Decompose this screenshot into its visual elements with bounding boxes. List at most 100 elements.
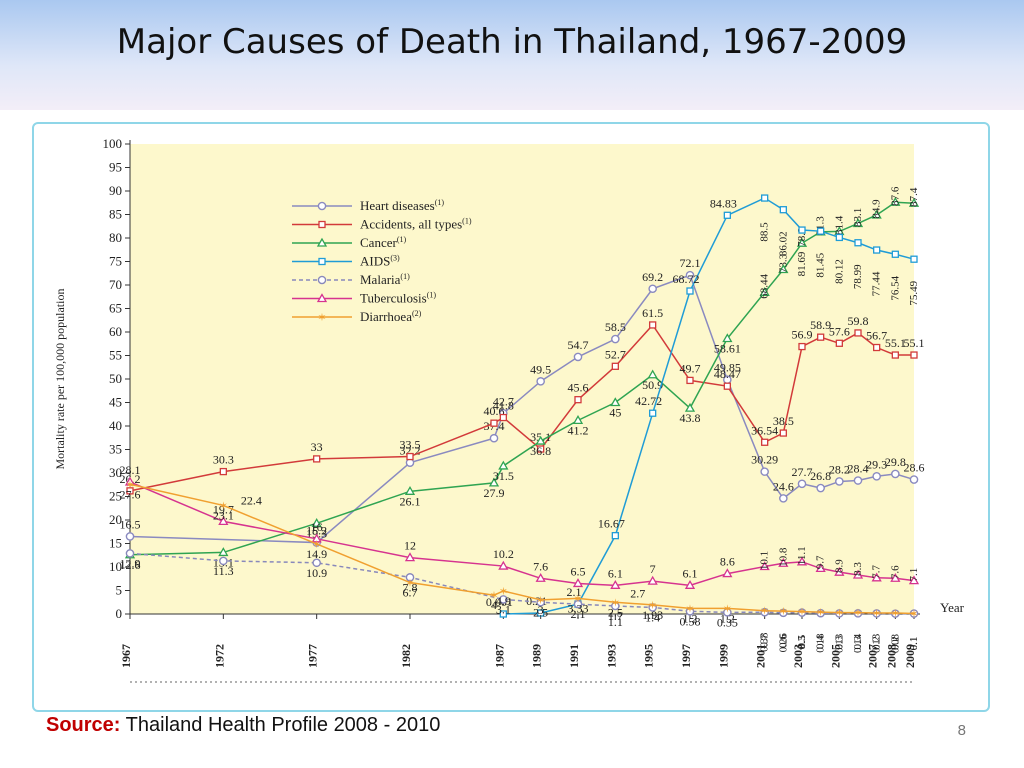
accidents-point [910,351,918,359]
cancer-point [890,196,901,206]
heart-point [685,270,695,280]
aids-data-label: 88.5 [759,222,771,242]
cancer-point [498,460,509,470]
heart-point [779,494,788,503]
heart-data-label: 69.2 [642,270,663,284]
legend-label-tb: Tuberculosis(1) [360,291,436,306]
cancer-point [572,415,584,425]
diarrhoea-data-label: 27.6 [120,487,141,501]
malaria-data-label: 1.4 [645,610,660,624]
malaria-data-label: 0.38 [759,632,771,652]
heart-point [853,476,863,485]
cancer-data-label: 87.4 [908,187,920,207]
x-tick-label: 1999 [716,644,730,668]
cancer-point [796,237,808,247]
cancer-point [218,547,229,557]
legend-footnote: (1) [435,198,445,207]
cancer-data-label: 41.2 [568,423,589,437]
y-tick-label: 35 [109,442,122,457]
aids-point [817,227,825,235]
accidents-point [835,339,843,347]
cancer-point [535,435,546,445]
legend-marker-cancer [316,237,328,247]
accidents-data-label: 57.6 [829,324,850,338]
diarrhoea-point: ✶ [489,590,498,602]
y-tick-label: 55 [109,348,122,363]
malaria-data-label: 11.3 [213,564,234,578]
malaria-data-label: 10.9 [306,566,327,580]
cancer-data-label: 81.4 [833,215,845,235]
accidents-data-label: 56.9 [792,328,813,342]
malaria-data-label: 0.18 [815,633,827,653]
cancer-point [908,197,920,207]
cancer-data-label: 58.61 [714,342,741,356]
accidents-point [313,455,321,463]
accidents-point [723,382,731,390]
aids-point [854,239,862,247]
aids-point [798,226,806,234]
aids-data-label: 76.54 [889,275,901,300]
cancer-point [759,287,770,296]
heart-point [573,352,583,362]
legend-marker-tb [316,293,328,303]
diarrhoea-data-label: 0.2 [871,636,883,650]
accidents-point [779,429,787,437]
diarrhoea-data-label: 14.9 [306,547,327,561]
malaria-data-label: 0.13 [833,633,845,653]
heart-data-label: 72.1 [680,256,701,270]
accidents-point [611,362,619,370]
cancer-data-label: 87.6 [889,186,901,206]
malaria-data-label: 0.1 [908,637,920,651]
cancer-point [647,369,658,379]
heart-data-label: 29.8 [885,455,906,469]
tb-data-label: 6.1 [683,566,698,580]
legend-footnote: (2) [412,309,422,318]
y-tick-label: 25 [109,489,122,504]
diarrhoea-point: ✶ [219,500,228,512]
tb-point [572,578,584,588]
cancer-data-label: 83.1 [852,208,864,227]
tb-data-label: 11.1 [796,546,808,565]
heart-data-label: 29.3 [866,457,887,471]
aids-point [910,255,918,263]
x-tick-label: 2008 [884,644,898,668]
diarrhoea-data-label: 0.6 [777,634,789,648]
y-tick-label: 50 [109,371,122,386]
cancer-point [311,517,322,527]
aids-data-label: 68.72 [673,272,700,286]
heart-point [648,284,657,294]
cancer-data-label: 19.3 [306,526,327,540]
x-tick-label: 1977 [306,644,320,668]
diarrhoea-point: ✶ [760,606,769,618]
cancer-data-label: 27.9 [484,486,505,500]
tb-data-label: 12 [404,539,416,553]
diarrhoea-point: ✶ [536,595,545,607]
accidents-point [537,445,545,453]
x-tick-label: 1993 [604,644,618,668]
plot-background [130,144,914,614]
tb-data-label: 7.6 [533,559,548,573]
heart-data-label: 54.7 [568,338,589,352]
tb-point [498,560,509,570]
diarrhoea-point: ✶ [125,479,134,491]
y-tick-label: 65 [109,301,122,316]
cancer-point [778,264,789,274]
aids-data-label: 84.83 [710,196,737,210]
accidents-data-label: 36.54 [751,423,778,437]
heart-data-label: 27.7 [792,465,813,479]
accidents-data-label: 33.5 [400,438,421,452]
aids-data-label: 81.69 [796,251,808,276]
extra-data-label: 22.4 [241,494,262,508]
diarrhoea-data-label: 23.1 [213,508,234,522]
tb-data-label: 10.2 [493,547,514,561]
heart-data-label: 24.6 [773,479,794,493]
malaria-data-label: 2.5 [533,605,548,619]
accidents-data-label: 58.9 [810,318,831,332]
x-tick-label: 1997 [679,644,693,668]
heart-point [909,475,919,484]
diarrhoea-point: ✶ [891,608,900,620]
tb-data-label: 7.1 [908,568,920,582]
heart-data-label: 28.6 [904,461,925,475]
x-tick-label: 1989 [530,644,544,668]
cancer-data-label: 36.8 [530,444,551,458]
